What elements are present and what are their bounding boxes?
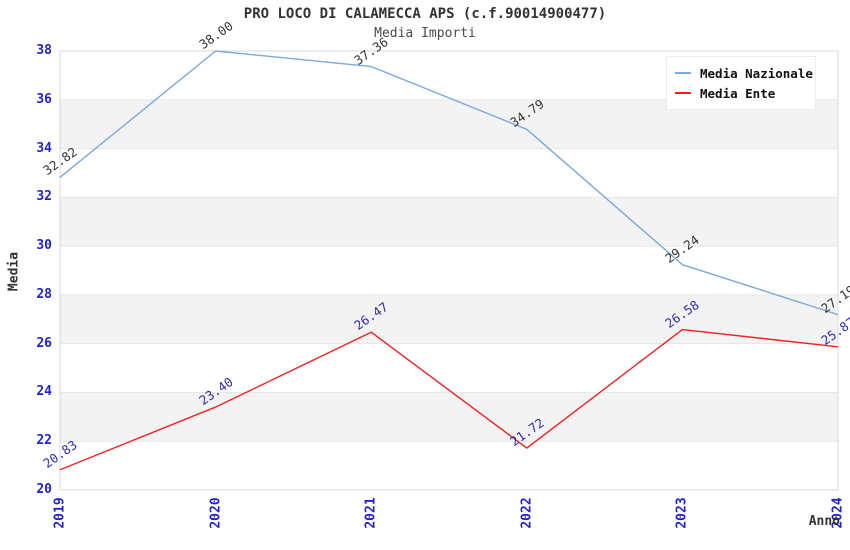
x-tick-label: 2022 [519, 497, 535, 529]
y-tick-label: 22 [36, 433, 52, 449]
series-line-media-nazionale [59, 50, 839, 316]
grid-band [60, 294, 838, 344]
y-tick-label: 32 [36, 189, 52, 205]
chart-subtitle: Media Importi [374, 26, 476, 41]
x-tick-label: 2023 [674, 497, 690, 529]
y-tick-label: 36 [36, 91, 52, 107]
chart-title: PRO LOCO DI CALAMECCA APS (c.f.900149004… [243, 6, 607, 22]
plot-border [59, 50, 839, 491]
y-tick-label: 30 [36, 238, 52, 254]
legend-entry: Media Ente [675, 83, 807, 103]
y-tick-label: 20 [36, 482, 52, 497]
legend-line-icon [675, 92, 691, 94]
legend-entry: Media Nazionale [675, 63, 813, 83]
x-tick-label: 2020 [208, 497, 224, 529]
x-tick-label: 2021 [363, 497, 379, 529]
y-tick-label: 34 [36, 140, 52, 156]
x-tick-label: 2019 [52, 497, 68, 529]
y-axis-title: Media [6, 251, 22, 292]
series-line-media-ente [59, 328, 839, 471]
legend: Media Nazionale Media Ente [666, 56, 816, 110]
legend-line-icon [675, 72, 691, 74]
grid-band [60, 392, 838, 442]
y-tick-label: 38 [36, 43, 52, 58]
grid-band [60, 197, 838, 247]
x-axis-title: Anno [808, 514, 840, 529]
legend-label: Media Ente [700, 85, 776, 101]
y-tick-label: 26 [36, 335, 52, 351]
legend-label: Media Nazionale [700, 65, 813, 81]
y-tick-label: 24 [36, 384, 52, 400]
y-tick-label: 28 [36, 286, 52, 302]
